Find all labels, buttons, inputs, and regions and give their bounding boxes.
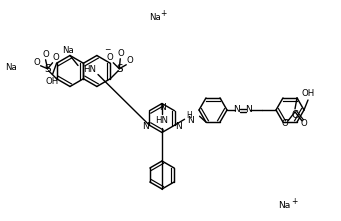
Text: O: O xyxy=(118,49,125,58)
Text: O: O xyxy=(42,50,49,59)
Text: OH: OH xyxy=(301,88,315,97)
Text: S: S xyxy=(116,64,122,74)
Text: Na: Na xyxy=(278,200,290,210)
Text: S: S xyxy=(44,64,51,74)
Text: H: H xyxy=(187,111,192,120)
Text: O: O xyxy=(127,56,134,65)
Text: Na: Na xyxy=(63,46,74,55)
Text: +: + xyxy=(291,196,297,206)
Text: O: O xyxy=(282,119,288,128)
Text: N: N xyxy=(234,105,240,114)
Text: −: − xyxy=(283,115,289,124)
Text: O: O xyxy=(301,119,307,128)
Text: HN: HN xyxy=(83,65,96,74)
Text: N: N xyxy=(244,105,251,114)
Text: −: − xyxy=(104,45,110,54)
Text: N: N xyxy=(175,122,182,131)
Text: N: N xyxy=(160,103,166,112)
Text: C: C xyxy=(292,110,298,120)
Text: +: + xyxy=(160,10,166,19)
Text: O: O xyxy=(52,53,59,62)
Text: N: N xyxy=(188,116,194,125)
Text: OH: OH xyxy=(46,77,59,86)
Text: N: N xyxy=(142,122,149,131)
Text: O: O xyxy=(33,58,40,67)
Text: Na: Na xyxy=(149,13,161,23)
Text: Na: Na xyxy=(5,63,17,72)
Text: O: O xyxy=(107,53,114,62)
Text: HN: HN xyxy=(155,116,168,125)
